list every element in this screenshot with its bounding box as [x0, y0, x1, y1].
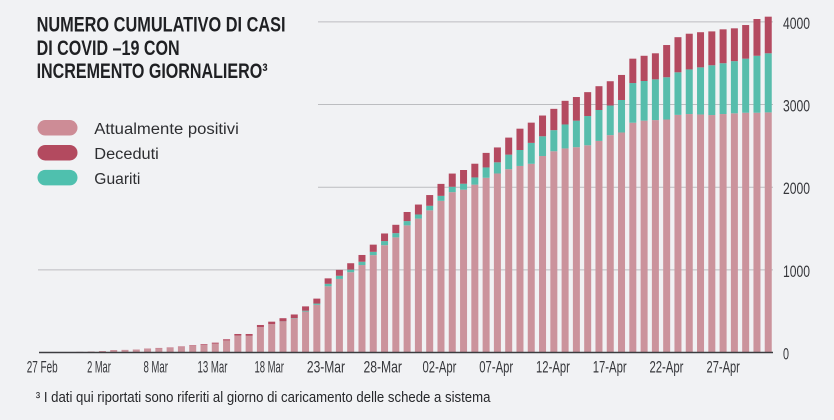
svg-text:13 Mar: 13 Mar — [198, 358, 228, 376]
svg-text:Deceduti: Deceduti — [94, 146, 159, 163]
svg-text:28-Mar: 28-Mar — [363, 358, 402, 376]
svg-text:1000: 1000 — [783, 263, 810, 281]
svg-text:27-Apr: 27-Apr — [707, 358, 741, 376]
svg-text:³ I dati qui riportati sono ri: ³ I dati qui riportati sono riferiti al … — [36, 390, 491, 406]
svg-text:INCREMENTO GIORNALIERO³: INCREMENTO GIORNALIERO³ — [37, 60, 268, 83]
svg-text:22-Apr: 22-Apr — [649, 358, 683, 376]
svg-text:8 Mar: 8 Mar — [143, 358, 168, 376]
svg-text:Attualmente positivi: Attualmente positivi — [94, 121, 239, 138]
svg-text:2 Mar: 2 Mar — [87, 358, 111, 376]
svg-text:17-Apr: 17-Apr — [593, 358, 627, 376]
svg-text:3000: 3000 — [783, 98, 810, 116]
svg-text:DI COVID –19 CON: DI COVID –19 CON — [37, 37, 180, 60]
svg-text:2000: 2000 — [783, 180, 810, 198]
svg-text:23-Mar: 23-Mar — [307, 358, 345, 376]
svg-text:4000: 4000 — [783, 15, 810, 33]
svg-text:27 Feb: 27 Feb — [27, 358, 58, 376]
svg-text:0: 0 — [783, 346, 789, 364]
svg-text:18 Mar: 18 Mar — [254, 358, 284, 376]
svg-text:12-Apr: 12-Apr — [536, 358, 570, 376]
svg-text:NUMERO CUMULATIVO DI CASI: NUMERO CUMULATIVO DI CASI — [37, 13, 286, 36]
svg-text:Guariti: Guariti — [94, 171, 140, 188]
svg-text:02-Apr: 02-Apr — [423, 358, 457, 376]
svg-text:07-Apr: 07-Apr — [479, 358, 513, 376]
